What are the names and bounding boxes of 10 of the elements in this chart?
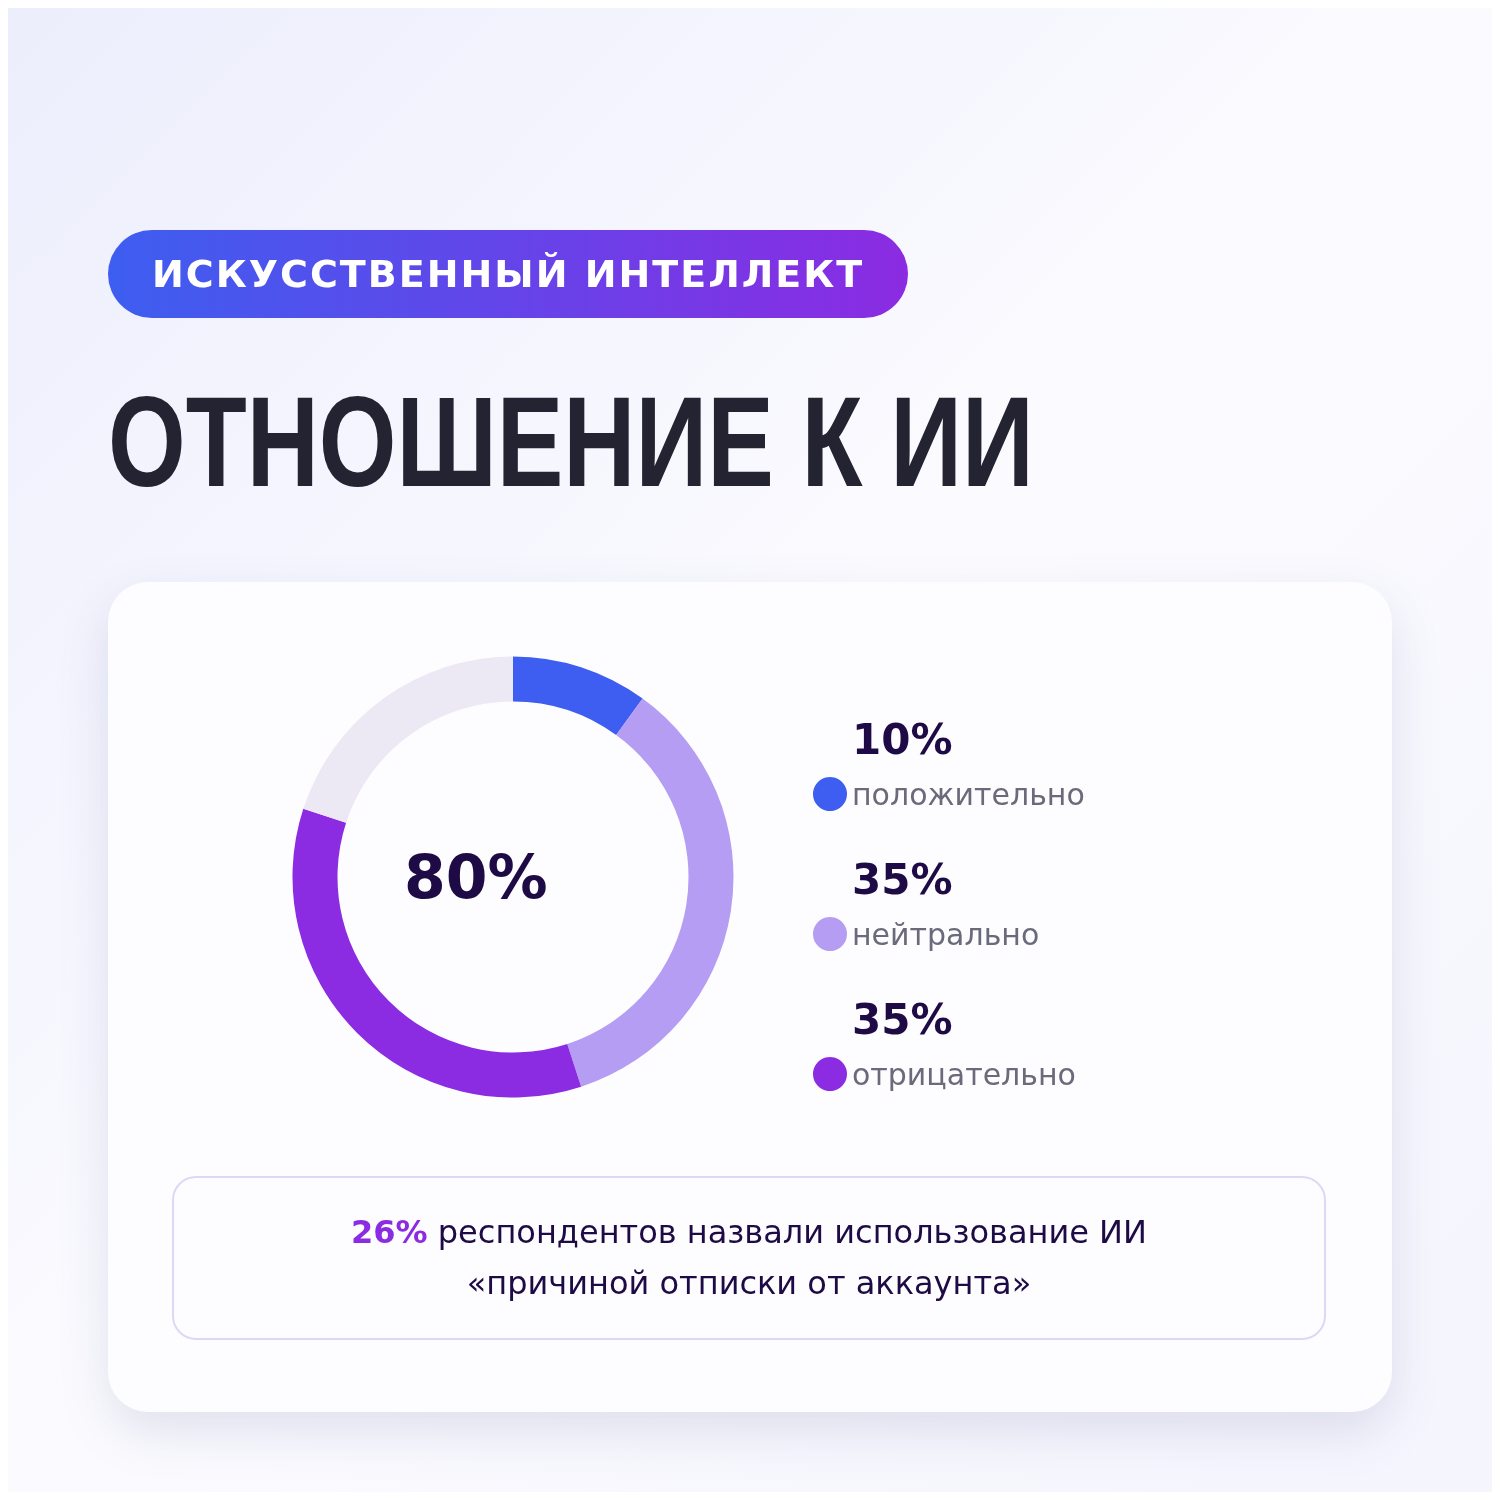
chart-title: ОТНОШЕНИЕ К ИИ [108, 369, 1034, 515]
legend-label: положительно [852, 776, 1085, 812]
legend-label: отрицательно [852, 1056, 1076, 1092]
data-label: 35% [852, 994, 953, 1044]
legend-label: нейтрально [852, 916, 1040, 952]
text: 26% респондентов назвали использование ИИ «причиной отписки от аккаунта» [350, 1211, 1148, 1304]
data-label: 35% [852, 854, 953, 904]
chart-subtitle: ИСКУССТВЕННЫЙ ИНТЕЛЛЕКТ [108, 230, 909, 318]
text: 80% [403, 842, 548, 912]
data-label: 10% [852, 714, 953, 764]
